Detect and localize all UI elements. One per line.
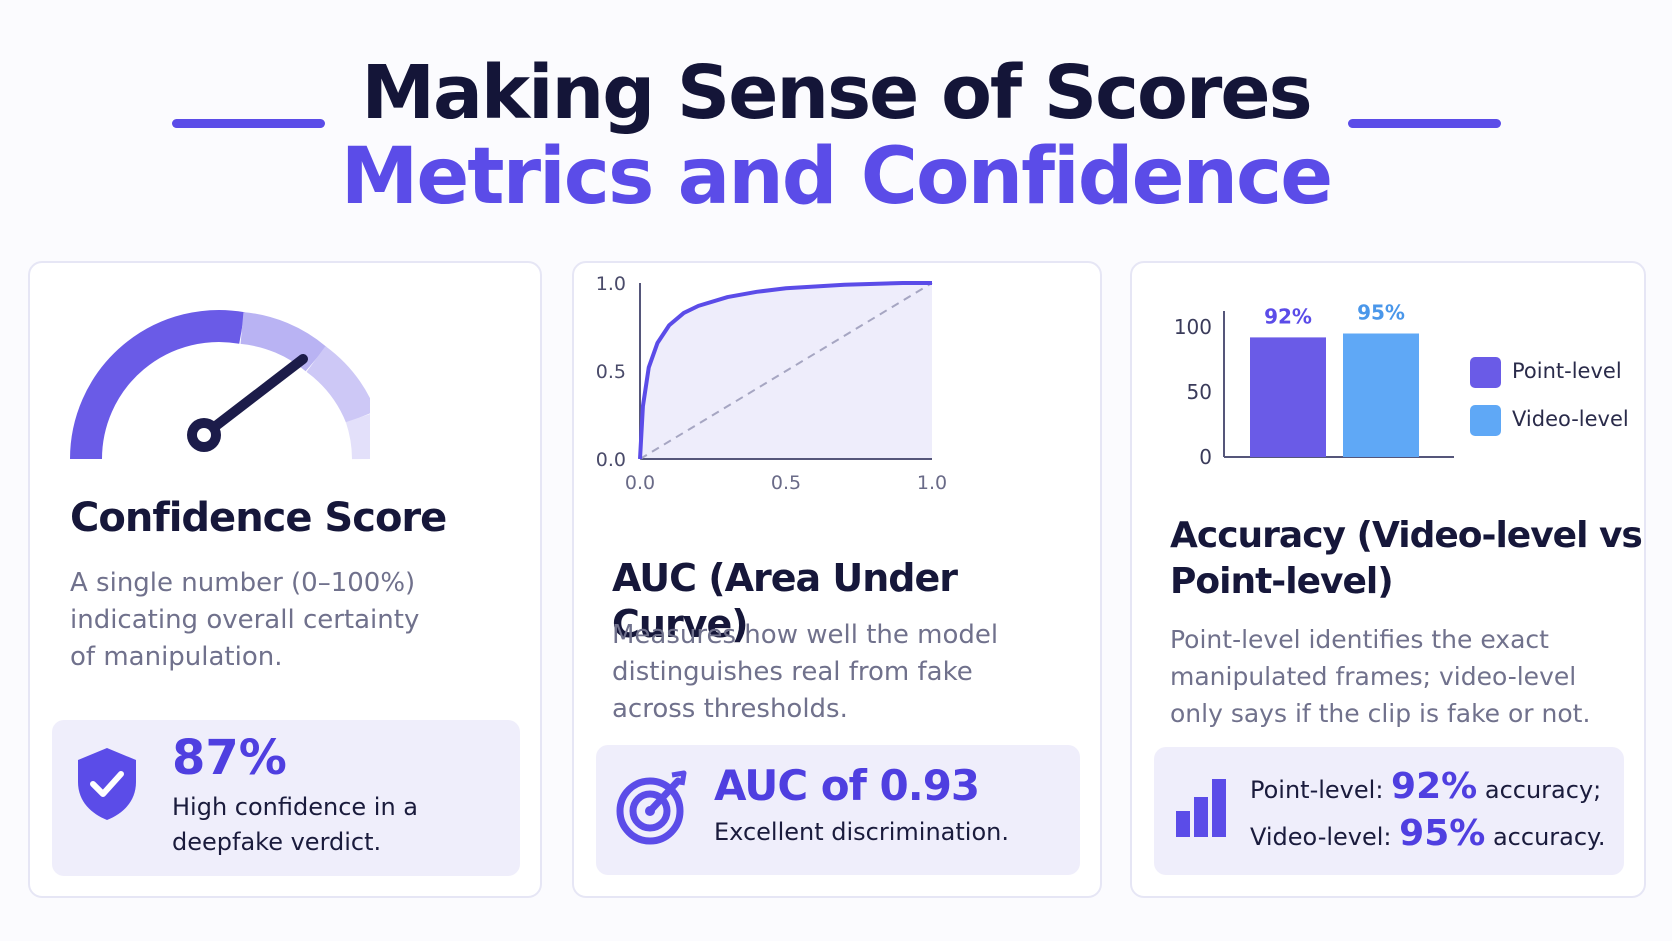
roc-curve-line	[638, 281, 932, 460]
target-icon	[616, 770, 687, 845]
accuracy-card: 0 50 100 92% 95% Accuracy (Video-level vs Po…	[1130, 261, 1646, 898]
y-tick-label: 100	[1174, 315, 1212, 339]
shield-check-icon	[78, 748, 136, 820]
y-tick-label: 0.5	[596, 361, 626, 383]
accuracy-summary: Point-level: 92% accuracy; Video-level: …	[1250, 765, 1605, 859]
y-tick-label: 0.0	[596, 449, 626, 471]
page-subtitle: Metrics and Confidence	[340, 132, 1333, 222]
legend-swatch	[1470, 405, 1501, 436]
legend-label: Point-level	[1512, 359, 1622, 383]
x-tick-label: 0.5	[771, 472, 801, 494]
y-tick-label: 50	[1187, 380, 1212, 404]
card-title: Confidence Score	[70, 495, 447, 541]
bar-video-level	[1343, 333, 1419, 457]
x-tick-label: 0.0	[625, 472, 655, 494]
card-title: AUC (Area Under Curve)	[612, 556, 958, 646]
card-description: Point-level identifies the exact manipul…	[1170, 625, 1591, 728]
confidence-caption: High confidence in a deepfake verdict.	[172, 793, 419, 856]
bar-data-label: 92%	[1264, 304, 1312, 328]
auc-value: AUC of 0.93	[714, 761, 980, 810]
bar-point-level	[1250, 337, 1326, 457]
header: Making Sense of Scores Metrics and Confi…	[0, 0, 1672, 240]
accuracy-highlight-box: Point-level: 92% accuracy; Video-level: …	[1154, 747, 1624, 875]
random-baseline-line	[639, 282, 933, 460]
auc-highlight-box: AUC of 0.93 Excellent discrimination.	[596, 745, 1080, 875]
bar-data-label: 95%	[1357, 301, 1405, 325]
left-decorative-line	[172, 119, 325, 128]
legend-label: Video-level	[1512, 407, 1629, 431]
right-decorative-line	[1348, 119, 1501, 128]
video-level-line: Video-level: 95% accuracy.	[1250, 813, 1606, 854]
x-tick-label: 1.0	[917, 472, 947, 494]
roc-curve-chart: 0.0 0.5 1.0 0.0 0.5 1.0	[596, 273, 947, 494]
bar-chart-icon	[1176, 779, 1226, 837]
y-tick-label: 1.0	[596, 273, 626, 295]
accuracy-bar-chart: 0 50 100 92% 95%	[1174, 301, 1454, 469]
confidence-value: 87%	[172, 730, 287, 786]
gauge-icon	[70, 310, 370, 460]
confidence-highlight-box: 87% High confidence in a deepfake verdic…	[52, 720, 520, 876]
card-description: A single number (0–100%) indicating over…	[70, 568, 420, 672]
page-title: Making Sense of Scores	[361, 50, 1312, 136]
auc-caption: Excellent discrimination.	[714, 818, 1009, 846]
card-description: Measures how well the model distinguishe…	[612, 620, 999, 724]
legend-swatch	[1470, 357, 1501, 388]
confidence-score-card: Confidence Score A single number (0–100%…	[28, 261, 542, 898]
card-title: Accuracy (Video-level vs Point-level)	[1170, 515, 1643, 602]
point-level-line: Point-level: 92% accuracy;	[1250, 766, 1602, 807]
y-tick-label: 0	[1199, 445, 1212, 469]
gauge-needle	[199, 354, 308, 440]
auc-card: 0.0 0.5 1.0 0.0 0.5 1.0 AUC (Area Under Curve…	[572, 261, 1102, 898]
